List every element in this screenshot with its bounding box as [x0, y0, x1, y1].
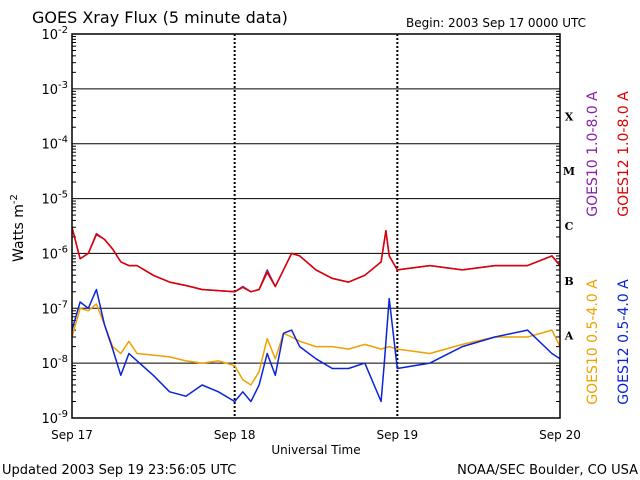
legend-short-wavelength: GOES12 0.5-4.0 A GOES10 0.5-4.0 A — [585, 279, 632, 405]
grid-lines — [72, 33, 560, 419]
y-tick-exponent: -8 — [58, 354, 68, 365]
y-tick-mantissa: 10 — [41, 193, 58, 208]
y-tick-exponent: -4 — [58, 135, 68, 146]
begin-label: Begin: 2003 Sep 17 0000 UTC — [406, 16, 586, 30]
flare-class-label: B — [564, 275, 573, 288]
y-tick-label: 10-9 — [41, 409, 68, 427]
y-tick-mantissa: 10 — [41, 412, 58, 427]
flare-class-labels: X M C B A — [563, 110, 575, 342]
series-line-3 — [72, 288, 560, 403]
y-tick-label: 10-8 — [41, 354, 68, 372]
y-tick-mantissa: 10 — [41, 138, 58, 153]
y-tick-label: 10-3 — [41, 80, 68, 98]
y-tick-exponent: -5 — [58, 190, 68, 201]
flare-class-label: X — [565, 110, 574, 123]
footer-updated: Updated 2003 Sep 19 23:56:05 UTC — [2, 463, 236, 478]
y-tick-exponent: -2 — [58, 25, 68, 36]
footer-source: NOAA/SEC Boulder, CO USA — [457, 463, 638, 478]
y-axis-label-sup: -2 — [9, 194, 20, 204]
series-line-0 — [72, 227, 560, 293]
legend-entry: GOES10 0.5-4.0 A — [585, 279, 601, 405]
plot-frame — [71, 33, 561, 419]
y-tick-exponent: -6 — [58, 244, 68, 255]
chart-title: GOES Xray Flux (5 minute data) — [32, 8, 288, 27]
y-tick-exponent: -7 — [58, 299, 68, 310]
y-tick-mantissa: 10 — [41, 28, 58, 43]
y-tick-label: 10-7 — [41, 299, 68, 317]
y-tick-label: 10-6 — [41, 244, 68, 262]
flare-class-label: C — [565, 220, 574, 233]
x-tick-label: Sep 17 — [51, 428, 93, 442]
y-axis-label: Watts m-2 — [9, 194, 27, 262]
x-tick-label: Sep 19 — [376, 428, 418, 442]
series-line-1 — [72, 227, 560, 293]
series-line-2 — [72, 303, 560, 386]
y-tick-label: 10-2 — [41, 25, 68, 43]
legend-entry: GOES12 0.5-4.0 A — [616, 279, 632, 405]
y-tick-mantissa: 10 — [41, 302, 58, 317]
y-tick-exponent: -9 — [58, 409, 68, 420]
y-tick-label: 10-5 — [41, 190, 68, 208]
x-tick-label: Sep 20 — [539, 428, 581, 442]
x-tick-label: Sep 18 — [214, 428, 256, 442]
y-tick-label: 10-4 — [41, 135, 68, 153]
flare-class-label: M — [563, 165, 575, 178]
y-tick-mantissa: 10 — [41, 83, 58, 98]
legend-entry: GOES12 1.0-8.0 A — [616, 91, 632, 217]
y-axis-label-text: Watts m — [11, 204, 27, 262]
y-tick-mantissa: 10 — [41, 357, 58, 372]
legend-entry: GOES10 1.0-8.0 A — [585, 91, 601, 217]
x-axis-label: Universal Time — [271, 443, 360, 457]
flare-class-label: A — [564, 330, 574, 343]
x-tick-labels: Sep 17 Sep 18 Sep 19 Sep 20 — [51, 428, 581, 442]
series-layer — [72, 227, 560, 403]
y-tick-labels: 10-210-310-410-510-610-710-810-9 — [41, 25, 68, 427]
y-tick-mantissa: 10 — [41, 247, 58, 262]
y-tick-exponent: -3 — [58, 80, 68, 91]
legend-long-wavelength: GOES12 1.0-8.0 A GOES10 1.0-8.0 A — [585, 91, 632, 217]
